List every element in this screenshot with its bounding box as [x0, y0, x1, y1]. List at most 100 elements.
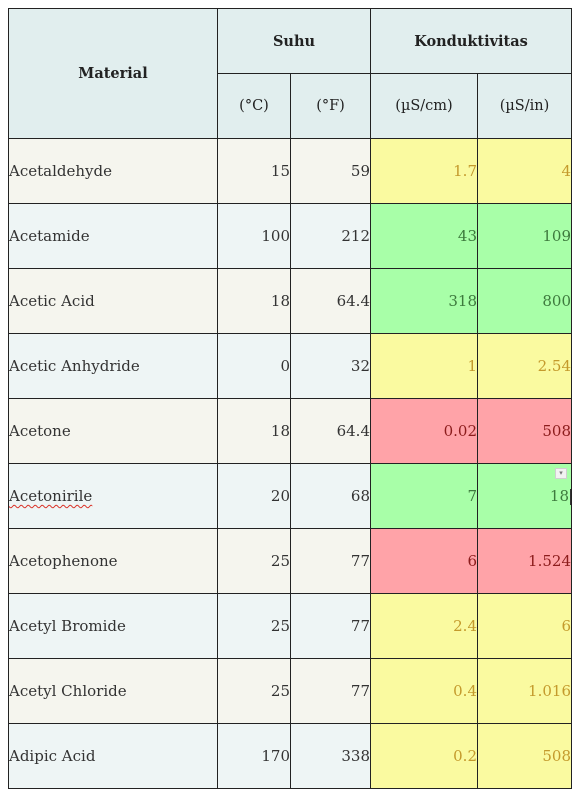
- cell-cond-us-in[interactable]: 1.524: [477, 528, 572, 594]
- cell-temp-f[interactable]: 77: [290, 658, 371, 724]
- cell-cond-us-cm-text: 2.4: [453, 617, 477, 635]
- cell-cond-us-cm-text: 1: [467, 357, 477, 375]
- text-cursor: [570, 489, 571, 505]
- table-container: Material Suhu Konduktivitas (°C) (°F) (µ…: [8, 8, 572, 789]
- cell-temp-c-text: 25: [270, 682, 290, 700]
- cell-cond-us-in-text: 109: [542, 227, 571, 245]
- cell-temp-f[interactable]: 32: [290, 333, 371, 399]
- cell-temp-f-text: 68: [350, 487, 370, 505]
- cell-material[interactable]: Adipic Acid: [8, 723, 218, 789]
- cell-cond-us-cm-text: 0.4: [453, 682, 477, 700]
- cell-cond-us-cm[interactable]: 2.4: [370, 593, 478, 659]
- cell-cond-us-cm[interactable]: 6: [370, 528, 478, 594]
- cell-temp-c[interactable]: 15: [217, 138, 291, 204]
- cell-temp-f-text: 77: [350, 682, 370, 700]
- cell-cond-us-in[interactable]: 4: [477, 138, 572, 204]
- cell-temp-f[interactable]: 59: [290, 138, 371, 204]
- cell-temp-f[interactable]: 77: [290, 593, 371, 659]
- header-unit-us-per-in[interactable]: (µS/in): [477, 73, 572, 139]
- cell-material-text: Acetyl Bromide: [9, 617, 126, 635]
- conductivity-table: Material Suhu Konduktivitas (°C) (°F) (µ…: [8, 8, 572, 789]
- table-row: Acetone 18 64.4 0.02 508: [8, 398, 572, 464]
- cell-cond-us-in[interactable]: 508: [477, 723, 572, 789]
- cell-material-text: Acetic Acid: [9, 292, 95, 310]
- cell-cond-us-in-text: 6: [561, 617, 571, 635]
- cell-temp-f-text: 212: [341, 227, 370, 245]
- cell-cond-us-cm[interactable]: 1.7: [370, 138, 478, 204]
- cell-cond-us-in[interactable]: 109: [477, 203, 572, 269]
- cell-temp-c[interactable]: 25: [217, 593, 291, 659]
- table-row: Adipic Acid 170 338 0.2 508: [8, 723, 572, 789]
- cell-temp-f-text: 338: [341, 747, 370, 765]
- cell-temp-c-text: 25: [270, 552, 290, 570]
- cell-cond-us-in-text: 2.54: [537, 357, 571, 375]
- cell-cond-us-cm[interactable]: 43: [370, 203, 478, 269]
- cell-temp-c-text: 170: [261, 747, 290, 765]
- cell-material[interactable]: Acetic Anhydride: [8, 333, 218, 399]
- cell-temp-f[interactable]: 64.4: [290, 268, 371, 334]
- cell-cond-us-in[interactable]: 6: [477, 593, 572, 659]
- header-material[interactable]: Material: [8, 8, 218, 139]
- cell-material-text: Acetophenone: [9, 552, 118, 570]
- cell-temp-c-text: 0: [280, 357, 290, 375]
- cell-material[interactable]: Acetone: [8, 398, 218, 464]
- cell-cond-us-cm[interactable]: 318: [370, 268, 478, 334]
- cell-cond-us-cm[interactable]: 0.2: [370, 723, 478, 789]
- table-row: Acetyl Chloride 25 77 0.4 1.016: [8, 658, 572, 724]
- cell-material[interactable]: Acetophenone: [8, 528, 218, 594]
- cell-cond-us-cm[interactable]: 0.02: [370, 398, 478, 464]
- header-unit-celsius[interactable]: (°C): [217, 73, 291, 139]
- table-row: Acetic Anhydride 0 32 1 2.54: [8, 333, 572, 399]
- cell-temp-c[interactable]: 18: [217, 268, 291, 334]
- cell-material[interactable]: Acetyl Chloride: [8, 658, 218, 724]
- cell-material[interactable]: Acetaldehyde: [8, 138, 218, 204]
- cell-temp-f-text: 64.4: [336, 422, 370, 440]
- cell-temp-c-text: 100: [261, 227, 290, 245]
- cell-cond-us-cm-text: 1.7: [453, 162, 477, 180]
- dropdown-arrow-icon[interactable]: ▾: [555, 468, 567, 479]
- header-temperature[interactable]: Suhu: [217, 8, 371, 74]
- cell-cond-us-in-text: 4: [561, 162, 571, 180]
- cell-cond-us-in[interactable]: 508: [477, 398, 572, 464]
- cell-material[interactable]: Acetic Acid: [8, 268, 218, 334]
- cell-cond-us-cm[interactable]: 1: [370, 333, 478, 399]
- cell-temp-c-text: 25: [270, 617, 290, 635]
- cell-cond-us-in-text: 800: [542, 292, 571, 310]
- cell-cond-us-cm[interactable]: 7: [370, 463, 478, 529]
- cell-material-text: Acetaldehyde: [9, 162, 112, 180]
- table-row: Acetaldehyde 15 59 1.7 4: [8, 138, 572, 204]
- cell-cond-us-in[interactable]: 2.54: [477, 333, 572, 399]
- cell-temp-c[interactable]: 20: [217, 463, 291, 529]
- cell-cond-us-cm-text: 6: [467, 552, 477, 570]
- cell-temp-c-text: 20: [270, 487, 290, 505]
- cell-cond-us-cm[interactable]: 0.4: [370, 658, 478, 724]
- cell-temp-f[interactable]: 77: [290, 528, 371, 594]
- header-conductivity[interactable]: Konduktivitas: [370, 8, 572, 74]
- cell-temp-c[interactable]: 170: [217, 723, 291, 789]
- cell-cond-us-cm-text: 7: [467, 487, 477, 505]
- cell-temp-c[interactable]: 0: [217, 333, 291, 399]
- cell-temp-f[interactable]: 212: [290, 203, 371, 269]
- cell-temp-f[interactable]: 64.4: [290, 398, 371, 464]
- cell-temp-c-text: 18: [270, 292, 290, 310]
- cell-temp-c[interactable]: 25: [217, 528, 291, 594]
- cell-material[interactable]: Acetonirile: [8, 463, 218, 529]
- header-unit-us-per-cm[interactable]: (µS/cm): [370, 73, 478, 139]
- cell-cond-us-cm-text: 0.02: [443, 422, 477, 440]
- table-row: Acetonirile 20 68 7 18 ▾: [8, 463, 572, 529]
- cell-material-text: Acetic Anhydride: [9, 357, 140, 375]
- cell-temp-f[interactable]: 68: [290, 463, 371, 529]
- cell-cond-us-in-text: 18: [549, 487, 569, 505]
- cell-temp-c[interactable]: 25: [217, 658, 291, 724]
- cell-cond-us-in[interactable]: 1.016: [477, 658, 572, 724]
- header-unit-fahrenheit[interactable]: (°F): [290, 73, 371, 139]
- cell-temp-c[interactable]: 18: [217, 398, 291, 464]
- cell-material[interactable]: Acetyl Bromide: [8, 593, 218, 659]
- cell-cond-us-in[interactable]: 800: [477, 268, 572, 334]
- cell-temp-f[interactable]: 338: [290, 723, 371, 789]
- cell-material[interactable]: Acetamide: [8, 203, 218, 269]
- cell-cond-us-in-text: 508: [542, 422, 571, 440]
- cell-temp-f-text: 64.4: [336, 292, 370, 310]
- cell-cond-us-in[interactable]: 18 ▾: [477, 463, 572, 529]
- cell-temp-c[interactable]: 100: [217, 203, 291, 269]
